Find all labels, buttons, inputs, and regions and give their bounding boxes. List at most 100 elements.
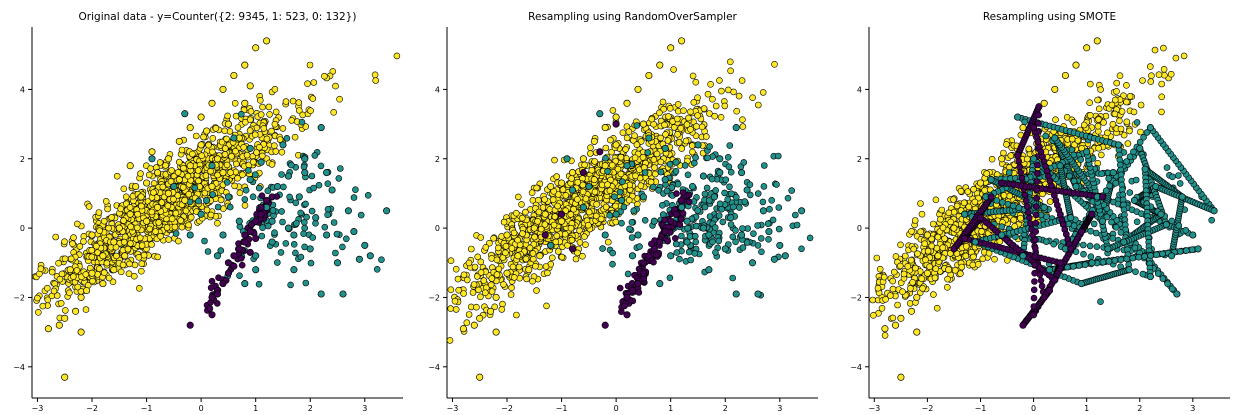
density-point: [477, 258, 485, 266]
data-point: [547, 182, 555, 191]
density-point: [299, 111, 307, 119]
density-point: [670, 66, 677, 73]
density-point: [510, 274, 518, 281]
density-point: [554, 248, 562, 255]
density-point: [127, 223, 134, 230]
density-point: [214, 203, 222, 211]
density-point: [1151, 46, 1159, 54]
density-point: [1097, 298, 1104, 306]
density-point: [502, 243, 510, 250]
density-point: [533, 184, 540, 192]
density-point: [740, 159, 748, 166]
density-point: [651, 170, 659, 178]
density-point: [278, 171, 285, 178]
density-point: [157, 232, 164, 240]
x-tick-label: −3: [32, 404, 44, 413]
density-point: [957, 270, 964, 277]
density-point: [765, 236, 772, 243]
density-point: [62, 307, 69, 314]
density-point: [172, 209, 180, 217]
data-point: [776, 241, 784, 249]
density-point: [1104, 129, 1111, 137]
density-point: [628, 234, 636, 241]
density-point: [534, 218, 541, 225]
density-point: [694, 94, 701, 101]
density-point: [1126, 93, 1134, 100]
density-point: [70, 234, 77, 241]
density-point: [537, 225, 545, 233]
density-point: [236, 272, 243, 280]
density-point: [148, 208, 156, 216]
density-point: [918, 275, 926, 283]
density-point: [282, 240, 290, 247]
density-point: [932, 196, 940, 204]
data-point: [383, 207, 391, 215]
data-point: [628, 252, 637, 260]
density-point: [689, 72, 697, 80]
data-point: [224, 193, 232, 201]
data-point: [246, 82, 254, 90]
density-point: [477, 234, 485, 241]
data-point: [88, 269, 96, 277]
density-point: [502, 249, 509, 257]
data-point: [246, 144, 254, 152]
density-point: [1046, 198, 1054, 205]
density-point: [702, 133, 710, 140]
y-tick-label: −4: [428, 363, 440, 372]
density-point: [477, 293, 484, 301]
density-point: [234, 174, 241, 182]
density-point: [586, 150, 594, 157]
density-point: [171, 223, 179, 231]
density-point: [108, 214, 115, 221]
density-point: [232, 147, 239, 155]
data-point: [290, 266, 298, 274]
density-point: [729, 274, 737, 282]
density-point: [52, 233, 60, 241]
density-point: [609, 249, 617, 257]
density-point: [150, 189, 157, 196]
density-point: [649, 183, 657, 191]
data-point: [241, 280, 249, 288]
density-point: [876, 265, 884, 273]
density-point: [293, 220, 300, 227]
data-point: [153, 203, 162, 211]
density-point: [700, 105, 708, 112]
density-point: [373, 265, 381, 273]
density-point: [764, 220, 772, 227]
density-point: [510, 229, 518, 237]
density-point: [715, 212, 723, 219]
density-point: [256, 143, 263, 151]
density-point: [874, 284, 882, 292]
density-point: [288, 117, 296, 124]
density-point: [350, 194, 358, 201]
data-point: [612, 120, 620, 128]
data-point: [164, 155, 172, 163]
density-point: [582, 195, 590, 202]
density-point: [1126, 127, 1133, 135]
density-point: [1093, 243, 1101, 250]
data-point: [612, 210, 620, 218]
density-point: [138, 242, 146, 249]
density-point: [666, 161, 674, 168]
density-point: [771, 61, 778, 68]
data-point: [645, 71, 653, 80]
density-point: [1123, 98, 1130, 106]
data-point: [699, 224, 707, 232]
density-point: [918, 210, 926, 218]
density-point: [1139, 77, 1146, 84]
density-point: [1116, 117, 1123, 125]
density-point: [726, 142, 734, 149]
density-point: [618, 178, 626, 185]
density-point: [487, 281, 495, 289]
density-point: [730, 203, 737, 211]
density-point: [260, 125, 268, 132]
data-point: [208, 311, 216, 319]
density-point: [1000, 149, 1007, 157]
density-point: [217, 196, 225, 204]
density-point: [1132, 176, 1140, 184]
data-point: [246, 248, 254, 256]
density-point: [286, 193, 293, 201]
density-point: [741, 198, 749, 205]
data-point: [628, 286, 637, 295]
